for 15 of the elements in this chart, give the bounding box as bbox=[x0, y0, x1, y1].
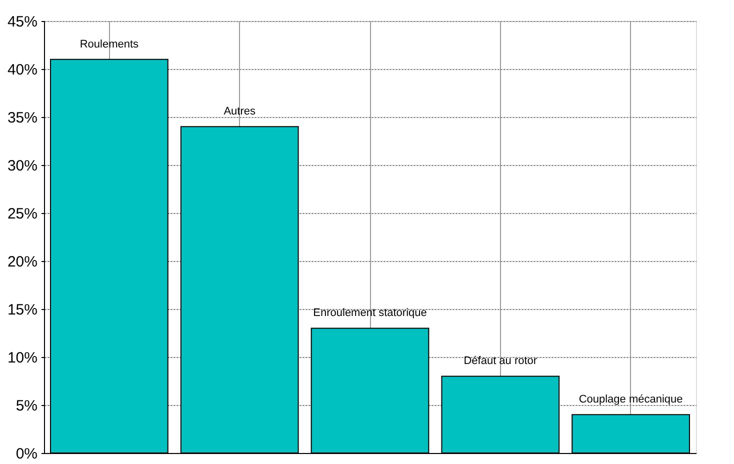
y-tick-label: 25% bbox=[7, 206, 38, 222]
y-tick-label: 30% bbox=[7, 158, 38, 174]
x-tick-label: Autres bbox=[224, 106, 256, 118]
y-tick-label: 0% bbox=[16, 446, 38, 462]
x-tick-label: Défaut au rotor bbox=[464, 355, 538, 368]
y-tick-label: 20% bbox=[7, 254, 38, 270]
x-tick-label: Enroulement statorique bbox=[313, 307, 427, 320]
y-tick-label: 45% bbox=[7, 14, 38, 30]
y-tick-label: 5% bbox=[16, 398, 38, 414]
y-tick-label: 40% bbox=[7, 62, 38, 78]
x-tick-label: Roulements bbox=[80, 38, 140, 50]
y-tick-label: 10% bbox=[7, 350, 38, 366]
y-tick-label: 35% bbox=[7, 110, 38, 126]
x-tick-label: Couplage mécanique bbox=[578, 394, 683, 406]
y-tick-label: 15% bbox=[7, 302, 38, 318]
